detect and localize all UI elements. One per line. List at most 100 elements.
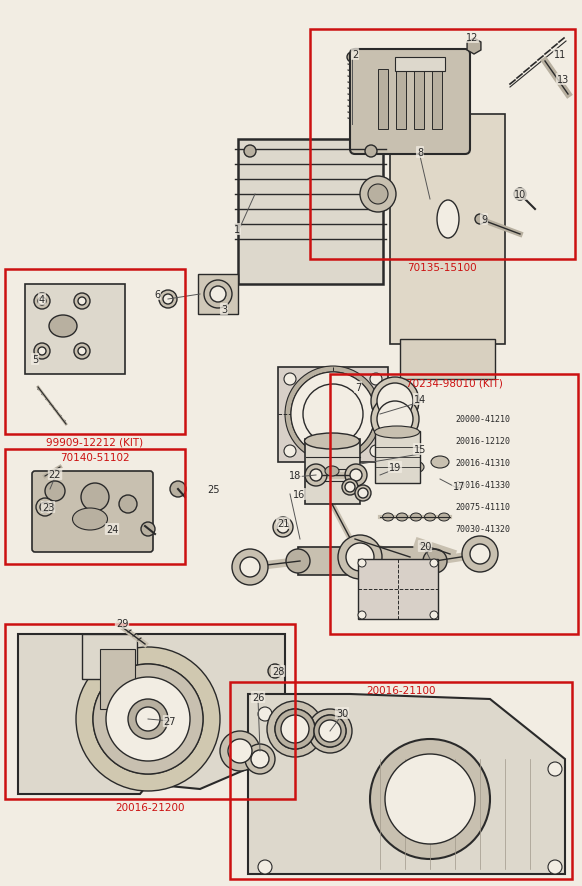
Circle shape bbox=[548, 860, 562, 874]
Bar bbox=[5, 269, 185, 434]
Circle shape bbox=[430, 559, 438, 567]
Circle shape bbox=[204, 281, 232, 308]
Circle shape bbox=[36, 499, 54, 517]
Circle shape bbox=[76, 648, 220, 791]
Circle shape bbox=[291, 373, 375, 456]
Circle shape bbox=[286, 549, 310, 573]
Circle shape bbox=[38, 298, 46, 306]
Circle shape bbox=[170, 481, 186, 497]
Circle shape bbox=[371, 395, 419, 444]
Circle shape bbox=[93, 664, 203, 774]
Circle shape bbox=[93, 664, 203, 774]
Circle shape bbox=[81, 484, 109, 511]
Bar bbox=[390, 115, 505, 345]
Text: 22: 22 bbox=[49, 470, 61, 479]
Circle shape bbox=[358, 488, 368, 499]
Text: 3: 3 bbox=[221, 305, 227, 315]
Circle shape bbox=[345, 464, 367, 486]
Circle shape bbox=[347, 53, 357, 63]
Circle shape bbox=[281, 715, 309, 743]
Circle shape bbox=[514, 189, 526, 201]
Polygon shape bbox=[18, 634, 285, 794]
Circle shape bbox=[319, 720, 341, 742]
Circle shape bbox=[268, 664, 282, 679]
Circle shape bbox=[346, 543, 374, 571]
Circle shape bbox=[273, 517, 293, 538]
Circle shape bbox=[220, 731, 260, 771]
Text: 6: 6 bbox=[154, 290, 160, 299]
Circle shape bbox=[240, 557, 260, 578]
Text: 10: 10 bbox=[514, 190, 526, 199]
Circle shape bbox=[277, 522, 289, 533]
Circle shape bbox=[345, 483, 355, 493]
Text: 20016-12120: 20016-12120 bbox=[455, 437, 510, 446]
Ellipse shape bbox=[325, 466, 339, 477]
Text: 24: 24 bbox=[106, 525, 118, 534]
Circle shape bbox=[74, 293, 90, 309]
Text: 20016-21200: 20016-21200 bbox=[115, 802, 184, 812]
Bar bbox=[432, 70, 442, 130]
Circle shape bbox=[342, 479, 358, 495]
Circle shape bbox=[368, 185, 388, 205]
Circle shape bbox=[377, 384, 413, 420]
Circle shape bbox=[355, 486, 371, 501]
Circle shape bbox=[305, 464, 327, 486]
Text: 19: 19 bbox=[389, 462, 401, 472]
Circle shape bbox=[258, 860, 272, 874]
Text: 30: 30 bbox=[336, 708, 348, 719]
Circle shape bbox=[475, 214, 485, 225]
Text: 20016-21100: 20016-21100 bbox=[366, 685, 436, 696]
Circle shape bbox=[275, 709, 315, 750]
Circle shape bbox=[385, 754, 475, 844]
Bar bbox=[198, 275, 238, 315]
Ellipse shape bbox=[396, 513, 407, 522]
Text: 5: 5 bbox=[32, 354, 38, 364]
Text: 9: 9 bbox=[481, 214, 487, 225]
Text: 11: 11 bbox=[554, 50, 566, 60]
Ellipse shape bbox=[431, 456, 449, 469]
Circle shape bbox=[370, 739, 490, 859]
Ellipse shape bbox=[49, 315, 77, 338]
Circle shape bbox=[141, 523, 155, 536]
Text: 20075-41110: 20075-41110 bbox=[455, 502, 510, 511]
Circle shape bbox=[244, 146, 256, 158]
Text: 12: 12 bbox=[466, 33, 478, 43]
Circle shape bbox=[365, 146, 377, 158]
Circle shape bbox=[128, 699, 168, 739]
Text: 28: 28 bbox=[272, 666, 284, 676]
Circle shape bbox=[338, 535, 382, 579]
Bar bbox=[396, 70, 406, 130]
Circle shape bbox=[284, 374, 296, 385]
Text: 15: 15 bbox=[414, 445, 426, 455]
Ellipse shape bbox=[382, 513, 393, 522]
Circle shape bbox=[314, 715, 346, 747]
Circle shape bbox=[245, 744, 275, 774]
FancyBboxPatch shape bbox=[32, 471, 153, 552]
Ellipse shape bbox=[424, 513, 435, 522]
Circle shape bbox=[462, 536, 498, 572]
Circle shape bbox=[314, 715, 346, 747]
Text: 70140-51102: 70140-51102 bbox=[60, 453, 130, 462]
Circle shape bbox=[430, 611, 438, 619]
Circle shape bbox=[232, 549, 268, 586]
Circle shape bbox=[371, 377, 419, 425]
Circle shape bbox=[370, 374, 382, 385]
Circle shape bbox=[284, 446, 296, 457]
Text: 99909-12212 (KIT): 99909-12212 (KIT) bbox=[47, 438, 144, 447]
Bar bbox=[5, 449, 185, 564]
Text: 70135-15100: 70135-15100 bbox=[407, 263, 477, 273]
Circle shape bbox=[548, 762, 562, 776]
Bar bbox=[370, 548, 435, 575]
Text: 14: 14 bbox=[414, 394, 426, 405]
Text: 70234-98010 (KIT): 70234-98010 (KIT) bbox=[406, 377, 502, 387]
Circle shape bbox=[251, 750, 269, 768]
Circle shape bbox=[275, 709, 315, 750]
Bar bbox=[330, 375, 578, 634]
Circle shape bbox=[470, 544, 490, 564]
Text: 29: 29 bbox=[116, 618, 128, 628]
Circle shape bbox=[40, 502, 50, 512]
Circle shape bbox=[136, 707, 160, 731]
Text: 2: 2 bbox=[352, 50, 358, 60]
Circle shape bbox=[38, 347, 46, 355]
Text: 17: 17 bbox=[453, 481, 465, 492]
